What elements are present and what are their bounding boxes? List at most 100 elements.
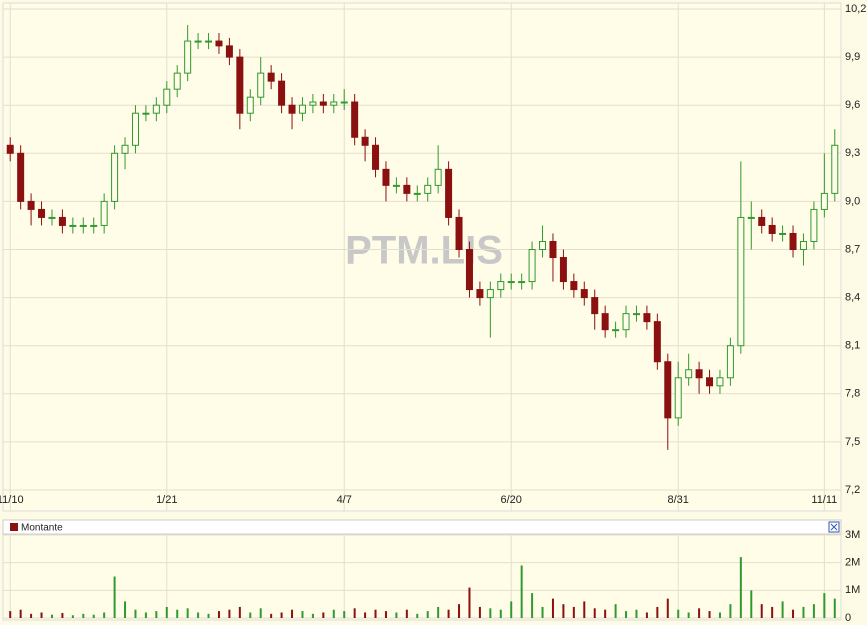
candle-body: [298, 104, 306, 114]
candle-body: [163, 88, 171, 106]
candle-body: [706, 377, 714, 387]
candle-body: [257, 72, 265, 98]
candle-body: [38, 208, 46, 218]
volume-bar: [353, 608, 356, 618]
volume-bar: [468, 587, 471, 618]
candle-body: [288, 104, 296, 114]
volume-bar: [823, 593, 826, 618]
candle-body: [351, 101, 359, 138]
volume-bar: [583, 601, 586, 618]
candle-body: [507, 281, 515, 284]
candle-body: [69, 224, 77, 227]
volume-bar: [228, 609, 231, 618]
volume-bar: [833, 598, 836, 618]
volume-bar: [426, 611, 429, 618]
volume-bar: [625, 611, 628, 618]
volume-bar: [384, 611, 387, 618]
candle-body: [831, 144, 839, 194]
candle-body: [758, 216, 766, 226]
candle-body: [215, 40, 223, 47]
candle-body: [820, 192, 828, 210]
y-tick-label: 9,6: [845, 99, 860, 111]
candle-body: [434, 168, 442, 186]
volume-bar: [332, 609, 335, 618]
candle-body: [570, 281, 578, 291]
volume-bar: [165, 606, 168, 618]
candle-body: [392, 184, 400, 187]
volume-bar: [395, 612, 398, 618]
volume-bar: [781, 601, 784, 618]
candle-body: [455, 216, 463, 250]
candle-body: [152, 104, 160, 114]
candle-body: [685, 369, 693, 379]
volume-bar: [562, 604, 565, 618]
candle-body: [726, 345, 734, 379]
candle-body: [17, 152, 25, 202]
volume-bar: [259, 608, 262, 618]
volume-tick-label: 3M: [845, 529, 860, 541]
candle-body: [747, 216, 755, 219]
volume-tick-label: 0: [845, 612, 851, 624]
volume-bar: [635, 609, 638, 618]
volume-bar: [92, 614, 95, 618]
y-tick-label: 9,0: [845, 195, 860, 207]
candle-body: [142, 112, 150, 115]
candle-body: [518, 281, 526, 284]
volume-bar: [771, 606, 774, 618]
candle-body: [173, 72, 181, 90]
volume-bar: [9, 611, 12, 618]
volume-bar: [186, 608, 189, 618]
candle-body: [246, 96, 254, 114]
candle-body: [372, 144, 380, 170]
volume-bar: [718, 612, 721, 618]
candle-body: [799, 240, 807, 251]
volume-bar: [666, 598, 669, 618]
volume-bar: [207, 613, 210, 618]
x-tick-label: 4/7: [337, 494, 352, 506]
candle-body: [779, 232, 787, 235]
volume-bar: [739, 557, 742, 618]
candle-body: [591, 297, 599, 315]
candle-body: [601, 313, 609, 331]
volume-bar: [531, 593, 534, 618]
candle-body: [225, 45, 233, 58]
candle-body: [236, 56, 244, 114]
volume-bar: [270, 613, 273, 618]
candle-body: [559, 257, 567, 283]
volume-bar: [645, 612, 648, 618]
volume-legend-bar: [2, 519, 842, 535]
candle-body: [580, 289, 588, 299]
volume-bar: [197, 612, 200, 618]
candle-body: [27, 200, 35, 210]
candle-body: [121, 144, 129, 154]
volume-bar: [489, 608, 492, 618]
candle-body: [424, 184, 432, 194]
candle-body: [465, 249, 473, 291]
volume-bar: [134, 609, 137, 618]
candle-body: [622, 313, 630, 331]
volume-bar: [311, 613, 314, 618]
candle-body: [632, 313, 640, 316]
volume-bar: [593, 608, 596, 618]
volume-bar: [698, 608, 701, 618]
candle-body: [539, 240, 547, 251]
candle-body: [184, 40, 192, 74]
volume-bar: [792, 609, 795, 618]
y-tick-label: 8,4: [845, 292, 860, 304]
candle-body: [486, 289, 494, 299]
volume-bar: [812, 604, 815, 618]
legend-label: Montante: [21, 523, 63, 534]
volume-bar: [343, 611, 346, 618]
candle-body: [111, 152, 119, 202]
y-tick-label: 7,2: [845, 484, 860, 496]
volume-bar: [604, 609, 607, 618]
volume-bar: [322, 612, 325, 618]
volume-bar: [249, 612, 252, 618]
volume-bar: [364, 612, 367, 618]
volume-bar: [301, 611, 304, 618]
candle-body: [810, 208, 818, 242]
volume-bar: [113, 576, 116, 618]
candle-body: [643, 313, 651, 323]
candle-body: [319, 101, 327, 106]
